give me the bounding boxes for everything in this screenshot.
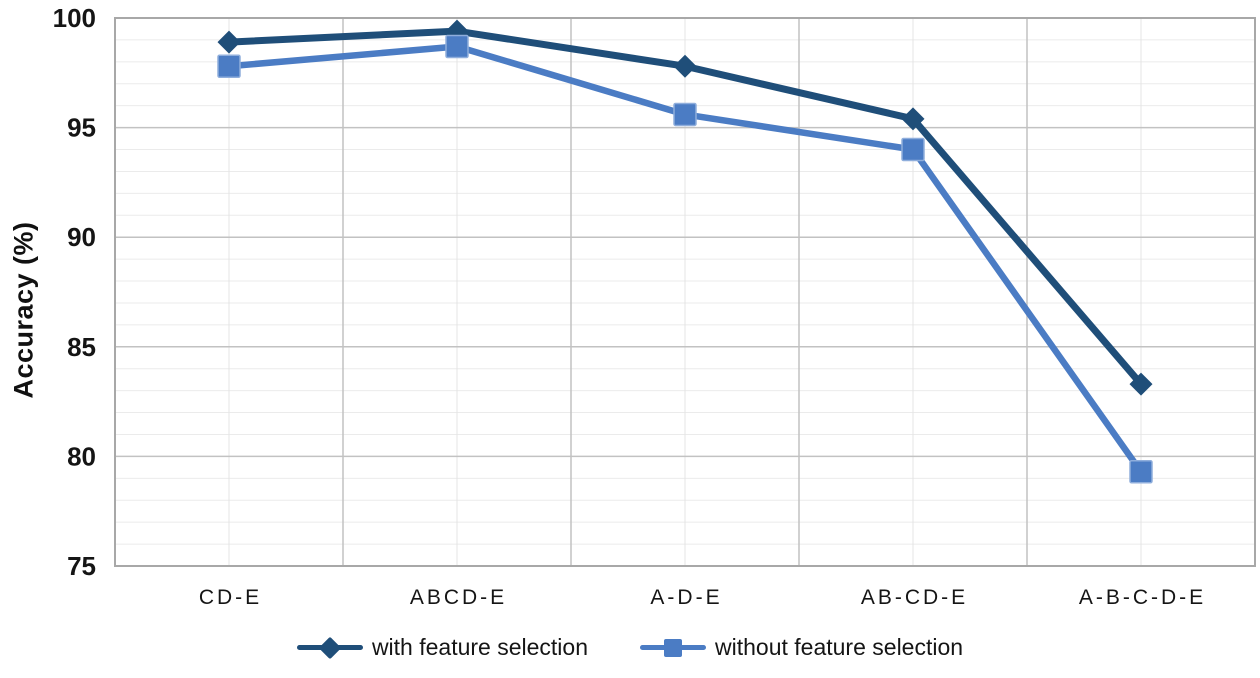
chart-legend: with feature selection without feature s…	[0, 634, 1260, 661]
data-point-square	[673, 102, 697, 127]
legend-label: without feature selection	[715, 634, 964, 660]
data-point-diamond	[673, 54, 697, 78]
legend-item-without-feature-selection: without feature selection	[640, 634, 963, 661]
y-tick-label: 90	[67, 222, 96, 252]
data-point-diamond	[901, 107, 925, 131]
y-tick-label: 80	[67, 441, 96, 471]
legend-swatch-diamond-line	[296, 635, 363, 661]
y-tick-label: 100	[53, 3, 96, 33]
data-point-diamond	[1129, 372, 1153, 396]
x-category-label: ABCD-E	[410, 586, 507, 609]
legend-item-with-feature-selection: with feature selection	[296, 634, 589, 661]
data-point-diamond	[217, 30, 241, 54]
square-marker-icon	[664, 638, 683, 657]
plot-area: 100 95 90 85 80 75 CD-E ABCD-E A-D-E AB-CD-E A-B-C…	[53, 3, 1256, 609]
diamond-marker-icon	[318, 636, 342, 659]
legend-label: with feature selection	[371, 634, 589, 660]
data-point-square	[217, 54, 241, 78]
y-tick-label: 95	[67, 113, 96, 143]
x-category-label: A-B-C-D-E	[1079, 586, 1206, 609]
data-point-square	[901, 137, 925, 162]
data-point-square	[1129, 459, 1153, 484]
y-tick-label: 75	[67, 551, 96, 581]
plot-border	[114, 17, 1256, 567]
x-category-label: AB-CD-E	[861, 586, 968, 609]
data-point-square	[445, 34, 469, 59]
legend-swatch-square-line	[640, 635, 707, 661]
y-tick-label: 85	[67, 332, 96, 362]
x-category-label: CD-E	[199, 586, 262, 609]
x-category-label: A-D-E	[650, 586, 722, 609]
